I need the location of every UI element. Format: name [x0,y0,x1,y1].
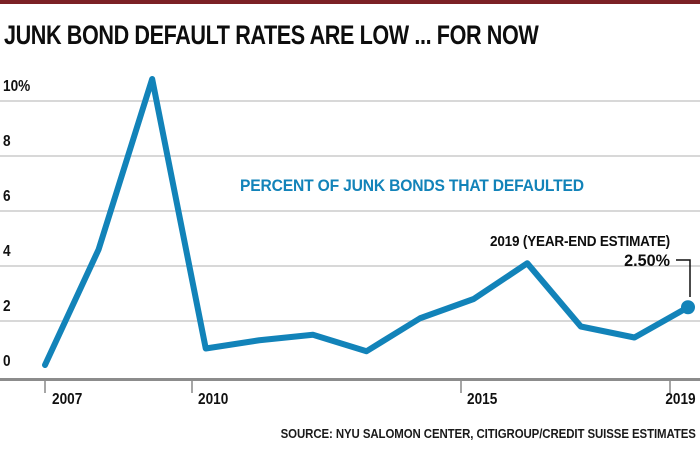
y-axis-label: 0 [3,353,11,370]
y-axis-label: 8 [3,133,11,150]
accent-top-bar [0,0,700,4]
end-point-marker [681,300,695,315]
y-axis-label: 10% [3,78,31,95]
y-axis-label: 4 [3,243,11,260]
x-axis-label: 2015 [467,391,498,408]
estimate-annotation: 2019 (YEAR-END ESTIMATE) 2.50% [470,233,670,270]
default-rate-line [42,76,691,368]
estimate-annotation-value: 2.50% [624,251,670,270]
x-axis-label: 2007 [52,391,83,408]
series-label: PERCENT OF JUNK BONDS THAT DEFAULTED [240,176,584,195]
annotation-leader-line [676,259,691,297]
chart-title: JUNK BOND DEFAULT RATES ARE LOW ... FOR … [4,20,539,50]
x-axis-label: 2010 [198,391,229,408]
source-credit: SOURCE: NYU SALOMON CENTER, CITIGROUP/CR… [280,426,696,441]
y-axis-label: 2 [3,298,11,315]
y-axis-label: 6 [3,188,11,205]
x-axis-label: 2019 [665,391,696,408]
estimate-annotation-title: 2019 (YEAR-END ESTIMATE) [490,233,670,250]
